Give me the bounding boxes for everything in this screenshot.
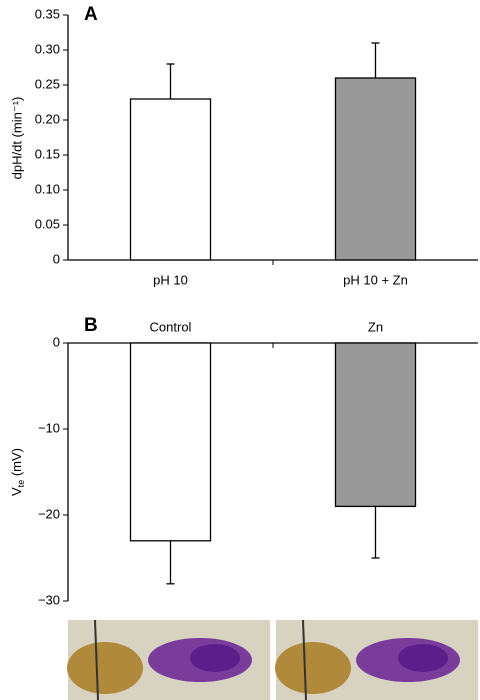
y-tick-label: 0.35 — [35, 6, 60, 21]
photo-stain — [190, 644, 240, 672]
panel-label: A — [84, 4, 98, 25]
x-tick-label: Control — [150, 319, 192, 334]
y-tick-label: 0.30 — [35, 41, 60, 56]
y-tick-label: −10 — [38, 420, 60, 435]
x-tick-label: pH 10 — [153, 272, 188, 287]
photo-tissue — [275, 642, 351, 694]
panel-label: B — [84, 315, 98, 336]
y-axis-label-main: V — [9, 487, 24, 496]
x-tick-label: pH 10 + Zn — [343, 272, 408, 287]
y-axis-label-unit: (mV) — [9, 448, 24, 480]
x-tick-label: Zn — [368, 319, 383, 334]
bar — [334, 342, 417, 508]
photos — [67, 619, 478, 700]
y-tick-label: 0.05 — [35, 216, 60, 231]
y-tick-label: 0.20 — [35, 111, 60, 126]
y-tick-label: 0.10 — [35, 181, 60, 196]
y-tick-label: 0.25 — [35, 76, 60, 91]
y-tick-label: −30 — [38, 592, 60, 607]
y-axis-label: dpH/dt (min⁻¹) — [9, 97, 24, 180]
bar — [334, 77, 417, 261]
bar — [129, 342, 212, 542]
y-tick-label: 0 — [53, 334, 60, 349]
photo-wire — [302, 619, 307, 700]
photo-tissue — [67, 642, 143, 694]
y-tick-label: 0.15 — [35, 146, 60, 161]
bar — [129, 98, 212, 261]
y-tick-label: −20 — [38, 506, 60, 521]
photo-wire — [94, 619, 99, 700]
photo-stain — [398, 644, 448, 672]
y-axis-label: Vte (mV) — [9, 448, 26, 496]
y-axis-label-subscript: te — [16, 480, 26, 488]
y-tick-label: 0 — [53, 251, 60, 266]
